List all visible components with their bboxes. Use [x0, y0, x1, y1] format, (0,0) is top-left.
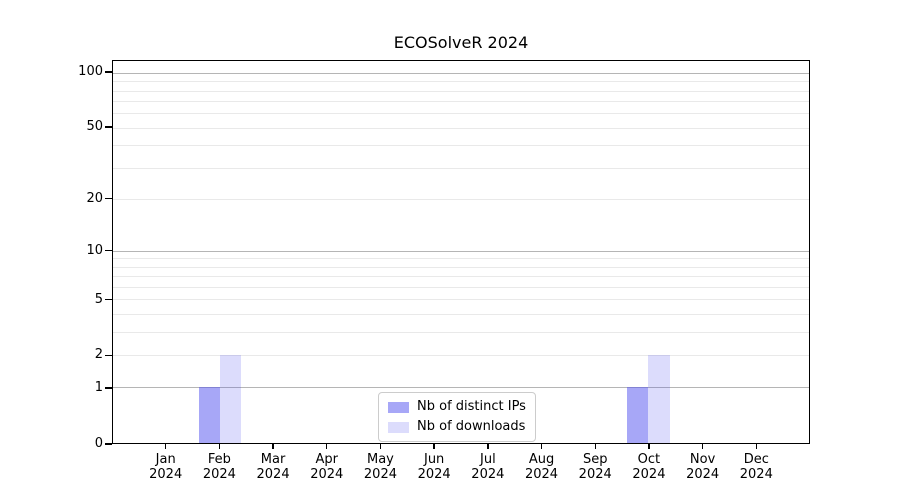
x-tick-label: Feb 2024 — [202, 452, 236, 482]
legend-label-distinct-ips: Nb of distinct IPs — [417, 399, 526, 414]
y-tick-label: 5 — [94, 291, 103, 307]
x-tick-label: Jan 2024 — [149, 452, 183, 482]
x-tick-label: Dec 2024 — [739, 452, 773, 482]
y-tick — [105, 197, 112, 200]
bar-distinct-ips — [198, 387, 221, 443]
gridline-minor — [113, 198, 809, 200]
legend-swatch-distinct-ips-icon — [388, 401, 409, 413]
x-tick — [487, 444, 489, 449]
x-tick — [594, 444, 596, 449]
legend-swatch-downloads-icon — [388, 421, 409, 433]
legend-label-downloads: Nb of downloads — [417, 419, 526, 434]
x-tick — [755, 444, 757, 449]
gridline-minor — [113, 101, 809, 103]
y-tick — [105, 443, 112, 445]
gridline-minor — [113, 127, 809, 129]
x-tick-label: Mar 2024 — [256, 452, 290, 482]
x-tick — [164, 444, 167, 449]
x-tick-label: Jul 2024 — [471, 452, 505, 482]
y-tick — [105, 250, 112, 252]
x-tick-label: May 2024 — [363, 452, 397, 482]
legend: Nb of distinct IPs Nb of downloads — [378, 392, 536, 442]
y-tick — [105, 71, 112, 73]
x-tick-label: Oct 2024 — [632, 452, 666, 482]
gridline-minor — [113, 331, 809, 333]
x-tick — [218, 444, 221, 449]
gridline-minor — [113, 145, 809, 147]
y-tick — [105, 354, 112, 357]
legend-item-distinct-ips: Nb of distinct IPs — [388, 399, 526, 415]
y-tick-label: 50 — [86, 119, 103, 135]
gridline-major — [113, 387, 809, 389]
y-tick-label: 20 — [86, 190, 103, 206]
plot-area — [112, 60, 810, 444]
gridline-minor — [113, 167, 809, 169]
x-tick — [701, 444, 704, 449]
x-tick — [326, 444, 328, 449]
y-tick-label: 2 — [94, 347, 103, 363]
gridline-major — [113, 250, 809, 252]
bar-downloads — [220, 354, 242, 443]
y-tick-label: 100 — [78, 63, 103, 79]
gridline-major — [113, 72, 809, 74]
x-tick — [540, 444, 543, 449]
y-tick — [105, 298, 112, 301]
gridline-minor — [113, 90, 809, 92]
y-tick-label: 0 — [94, 436, 103, 451]
legend-item-downloads: Nb of downloads — [388, 419, 526, 435]
gridline-minor — [113, 258, 809, 260]
x-tick-label: Sep 2024 — [578, 452, 612, 482]
x-tick-label: Apr 2024 — [310, 452, 344, 482]
x-tick — [272, 444, 274, 449]
gridline-minor — [113, 299, 809, 301]
gridline-minor — [113, 276, 809, 278]
y-tick-label: 1 — [94, 380, 103, 396]
gridline-minor — [113, 286, 809, 288]
x-tick — [433, 444, 435, 449]
bar-downloads — [648, 354, 670, 443]
x-tick — [648, 444, 650, 449]
y-tick — [105, 126, 112, 128]
x-tick — [379, 444, 382, 449]
x-tick-label: Aug 2024 — [524, 452, 559, 482]
gridline-minor — [113, 354, 809, 356]
x-tick-label: Nov 2024 — [686, 452, 720, 482]
gridline-minor — [113, 313, 809, 315]
bar-distinct-ips — [626, 387, 649, 443]
y-tick-label: 10 — [86, 242, 103, 258]
gridline-minor — [113, 266, 809, 268]
gridline-minor — [113, 113, 809, 115]
y-tick — [105, 387, 112, 389]
x-tick-label: Jun 2024 — [417, 452, 451, 482]
chart-title: ECOSolveR 2024 — [393, 33, 529, 52]
gridline-minor — [113, 81, 809, 83]
